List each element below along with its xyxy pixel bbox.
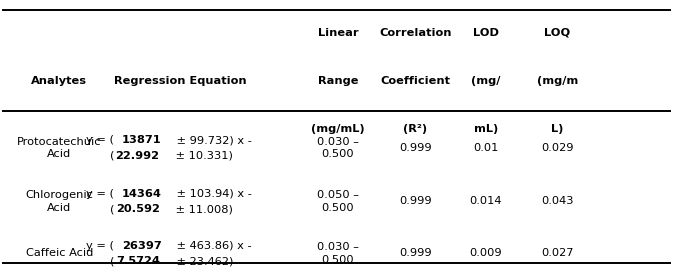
Text: (R²): (R²) <box>403 124 427 134</box>
Text: Chlorogenic
Acid: Chlorogenic Acid <box>26 190 93 213</box>
Text: LOD: LOD <box>473 28 499 38</box>
Text: ± 463.86) x -: ± 463.86) x - <box>174 241 252 251</box>
Text: 0.999: 0.999 <box>399 196 431 206</box>
Text: 0.029: 0.029 <box>541 143 573 153</box>
Text: Caffeic Acid: Caffeic Acid <box>26 249 93 258</box>
Text: 13871: 13871 <box>122 135 162 145</box>
Text: L): L) <box>551 124 563 134</box>
Text: ± 11.008): ± 11.008) <box>172 204 233 214</box>
Text: 26397: 26397 <box>122 241 162 251</box>
Text: Correlation: Correlation <box>379 28 452 38</box>
Text: 0.999: 0.999 <box>399 143 431 153</box>
Text: Linear: Linear <box>318 28 358 38</box>
Text: 14364: 14364 <box>122 189 162 199</box>
Text: y = (: y = ( <box>86 135 114 145</box>
Text: 22.992: 22.992 <box>116 151 160 161</box>
Text: Protocatechuic
Acid: Protocatechuic Acid <box>17 137 102 159</box>
Text: Coefficient: Coefficient <box>380 76 450 86</box>
Text: ± 103.94) x -: ± 103.94) x - <box>173 189 252 199</box>
Text: 0.030 –
0.500: 0.030 – 0.500 <box>317 137 359 159</box>
Text: ± 23.462): ± 23.462) <box>172 256 233 266</box>
Text: (mg/m: (mg/m <box>536 76 578 86</box>
Text: ± 10.331): ± 10.331) <box>172 151 234 161</box>
Text: (: ( <box>110 204 114 214</box>
Text: y = (: y = ( <box>85 189 114 199</box>
Text: 0.009: 0.009 <box>470 249 502 258</box>
Text: 0.01: 0.01 <box>473 143 499 153</box>
Text: y = (: y = ( <box>86 241 114 251</box>
Text: (mg/: (mg/ <box>471 76 501 86</box>
Text: ± 99.732) x -: ± 99.732) x - <box>173 135 252 145</box>
Text: Range: Range <box>318 76 358 86</box>
Text: (: ( <box>110 151 114 161</box>
Text: 0.043: 0.043 <box>541 196 573 206</box>
Text: 20.592: 20.592 <box>116 204 160 214</box>
Text: 7.5724: 7.5724 <box>116 256 160 266</box>
Text: LOQ: LOQ <box>544 28 571 38</box>
Text: (: ( <box>110 256 114 266</box>
Text: 0.027: 0.027 <box>541 249 573 258</box>
Text: Regression Equation: Regression Equation <box>114 76 247 86</box>
Text: 0.050 –
0.500: 0.050 – 0.500 <box>317 190 359 213</box>
Text: mL): mL) <box>474 124 498 134</box>
Text: (mg/mL): (mg/mL) <box>311 124 365 134</box>
Text: 0.030 –
0.500: 0.030 – 0.500 <box>317 242 359 265</box>
Text: 0.014: 0.014 <box>470 196 502 206</box>
Text: 0.999: 0.999 <box>399 249 431 258</box>
Text: Analytes: Analytes <box>31 76 87 86</box>
